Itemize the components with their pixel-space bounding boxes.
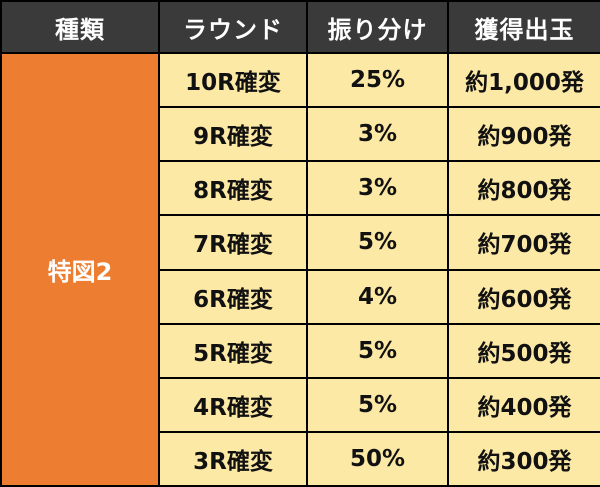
table-row: 5R確変 5% 約500発 [1,322,600,379]
distribution-cell: 50% [306,430,449,487]
category-cell: 特図2 [0,52,160,487]
round-cell: 4R確変 [158,376,308,433]
table-row: 3R確変 50% 約300発 [1,430,600,487]
round-cell: 5R確変 [158,322,308,379]
distribution-cell: 4% [306,268,449,325]
table-row: 4R確変 5% 約400発 [1,376,600,433]
payout-cell: 約600発 [447,268,600,325]
round-cell: 8R確変 [158,160,308,217]
payout-cell: 約500発 [447,322,600,379]
table-row: 9R確変 3% 約900発 [1,106,600,163]
round-cell: 7R確変 [158,214,308,271]
distribution-cell: 3% [306,106,449,163]
table-row: 特図2 10R確変 25% 約1,000発 [0,51,600,487]
round-cell: 3R確変 [158,430,308,487]
table-row: 8R確変 3% 約800発 [1,160,600,217]
round-cell: 6R確変 [158,268,308,325]
header-round: ラウンド [158,0,308,54]
payout-cell: 約1,000発 [447,51,600,109]
distribution-cell: 5% [306,214,449,271]
distribution-cell: 3% [306,160,449,217]
payout-cell: 約700発 [447,214,600,271]
header-type: 種類 [0,0,160,54]
table-header-row: 種類 ラウンド 振り分け 獲得出玉 [0,0,600,54]
header-distribution: 振り分け [306,0,449,54]
header-payout: 獲得出玉 [447,0,600,54]
payout-cell: 約400発 [447,376,600,433]
distribution-cell: 25% [306,51,449,109]
distribution-cell: 5% [306,322,449,379]
table-row: 7R確変 5% 約700発 [1,214,600,271]
round-cell: 9R確変 [158,106,308,163]
payout-cell: 約300発 [447,430,600,487]
payout-cell: 約800発 [447,160,600,217]
payout-cell: 約900発 [447,106,600,163]
round-cell: 10R確変 [158,51,308,109]
table-row: 6R確変 4% 約600発 [1,268,600,325]
distribution-cell: 5% [306,376,449,433]
